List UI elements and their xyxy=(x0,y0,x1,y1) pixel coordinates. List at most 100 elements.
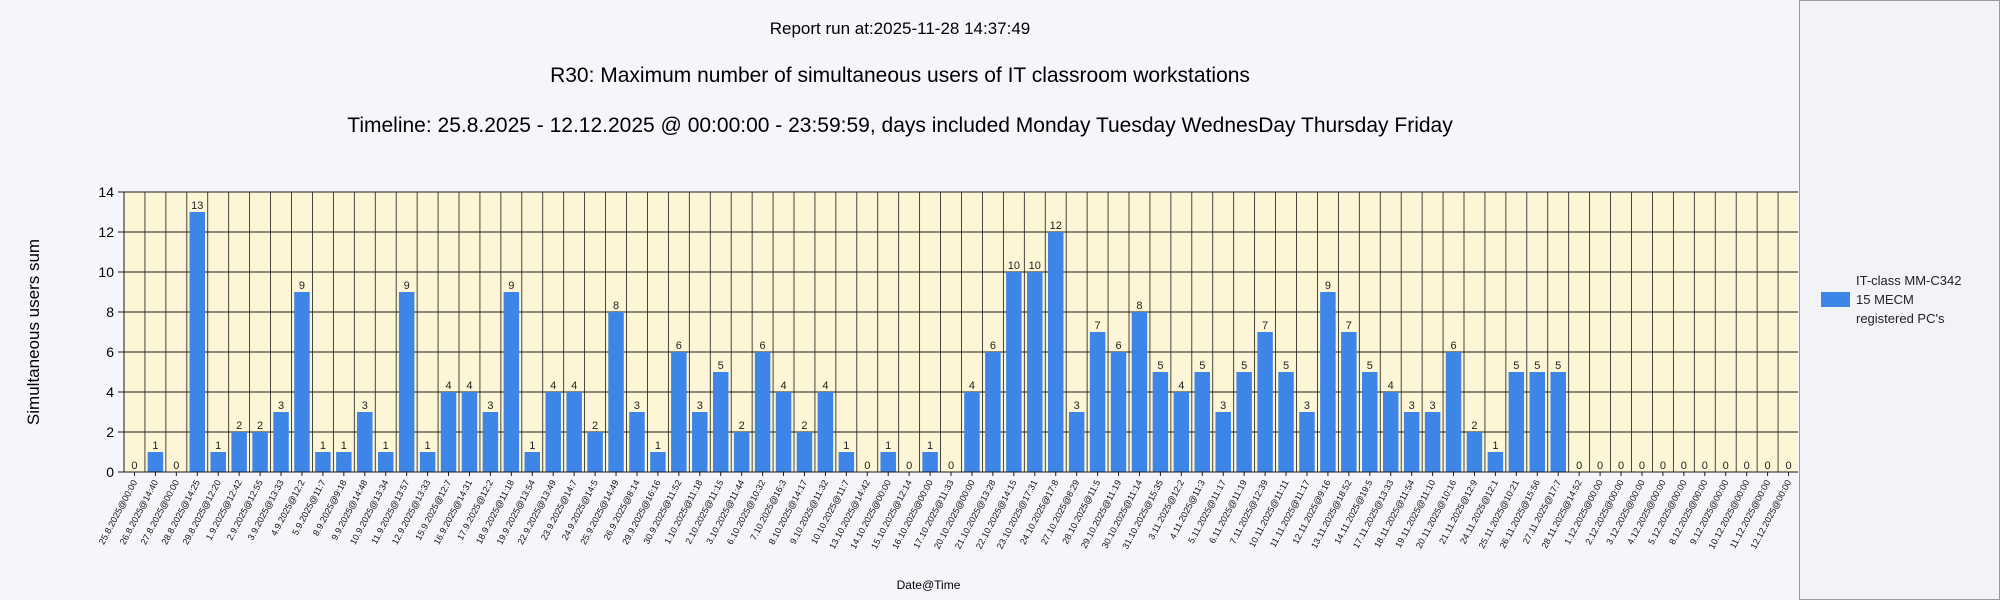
y-tick-label: 6 xyxy=(106,344,114,360)
legend-label: IT-class MM-C342 15 MECM registered PC's xyxy=(1856,271,1996,328)
bar xyxy=(1278,372,1294,472)
bar xyxy=(1382,392,1399,472)
data-label: 3 xyxy=(1409,400,1415,412)
data-label: 5 xyxy=(1534,360,1540,372)
data-label: 1 xyxy=(529,440,535,452)
data-label: 0 xyxy=(906,460,912,472)
data-label: 10 xyxy=(1029,260,1041,272)
y-tick-label: 10 xyxy=(98,264,114,280)
data-label: 9 xyxy=(299,280,305,292)
bar xyxy=(1110,352,1127,472)
data-label: 0 xyxy=(1765,460,1771,472)
data-label: 0 xyxy=(948,460,954,472)
data-label: 5 xyxy=(1283,360,1289,372)
bar xyxy=(1487,452,1504,472)
data-label: 9 xyxy=(508,280,514,292)
data-label: 5 xyxy=(1199,360,1205,372)
bar xyxy=(608,312,624,472)
bar xyxy=(1236,372,1252,472)
data-label: 4 xyxy=(466,380,472,392)
y-tick-label: 12 xyxy=(98,224,114,240)
report-run-timestamp: Report run at:2025-11-28 14:37:49 xyxy=(769,19,1031,38)
data-label: 2 xyxy=(257,420,263,432)
bar xyxy=(1068,412,1085,472)
y-tick-label: 14 xyxy=(98,184,114,200)
bar xyxy=(964,392,980,472)
data-label: 0 xyxy=(1597,460,1603,472)
data-label: 7 xyxy=(1346,320,1352,332)
bar xyxy=(671,352,687,472)
data-label: 0 xyxy=(173,460,179,472)
bar xyxy=(147,452,164,472)
data-label: 5 xyxy=(1157,360,1163,372)
y-axis-label: Simultaneous users sum xyxy=(24,239,43,425)
x-axis-ticks: 25.8.2025@00:0026.8.2025@14:4027.8.2025@… xyxy=(97,472,1793,551)
data-label: 4 xyxy=(550,380,556,392)
data-label: 0 xyxy=(1785,460,1791,472)
bar xyxy=(377,452,394,472)
bar xyxy=(1403,412,1420,472)
bar xyxy=(336,452,352,472)
data-label: 0 xyxy=(1681,460,1687,472)
bar xyxy=(210,452,226,472)
data-label: 3 xyxy=(1304,400,1310,412)
data-label: 0 xyxy=(1660,460,1666,472)
data-label: 0 xyxy=(1576,460,1582,472)
data-label: 6 xyxy=(1450,340,1456,352)
data-label: 3 xyxy=(278,400,284,412)
bar xyxy=(1508,372,1525,472)
bar xyxy=(273,412,289,472)
data-label: 1 xyxy=(341,440,347,452)
data-label: 3 xyxy=(1220,400,1226,412)
bar xyxy=(440,392,457,472)
data-label: 5 xyxy=(1367,360,1373,372)
y-tick-label: 4 xyxy=(106,384,114,400)
data-label: 1 xyxy=(383,440,389,452)
bar xyxy=(419,452,436,472)
bar xyxy=(629,412,645,472)
bar xyxy=(1027,272,1043,472)
data-label: 2 xyxy=(1471,420,1477,432)
bar xyxy=(357,412,373,472)
bar xyxy=(1131,312,1148,472)
data-label: 1 xyxy=(927,440,933,452)
data-label: 4 xyxy=(969,380,975,392)
bar xyxy=(482,412,499,472)
data-label: 4 xyxy=(445,380,451,392)
bar xyxy=(1047,232,1064,472)
data-label: 1 xyxy=(655,440,661,452)
y-tick-label: 2 xyxy=(106,424,114,440)
data-label: 7 xyxy=(1095,320,1101,332)
data-label: 2 xyxy=(801,420,807,432)
bar xyxy=(650,452,666,472)
data-label: 1 xyxy=(320,440,326,452)
data-label: 0 xyxy=(1618,460,1624,472)
data-label: 1 xyxy=(1492,440,1498,452)
data-label: 1 xyxy=(152,440,158,452)
bar xyxy=(712,372,729,472)
data-label: 0 xyxy=(864,460,870,472)
bar xyxy=(1257,332,1273,472)
bar xyxy=(838,452,855,472)
bar xyxy=(922,452,938,472)
data-label: 8 xyxy=(613,300,619,312)
data-label: 4 xyxy=(822,380,828,392)
data-label: 6 xyxy=(1115,340,1121,352)
bar xyxy=(775,392,792,472)
bar xyxy=(398,292,415,472)
bar xyxy=(733,432,750,472)
data-label: 5 xyxy=(1555,360,1561,372)
data-label: 2 xyxy=(739,420,745,432)
bar xyxy=(1424,412,1441,472)
data-label: 4 xyxy=(571,380,577,392)
data-label: 12 xyxy=(1050,220,1062,232)
data-label: 8 xyxy=(1136,300,1142,312)
data-label: 13 xyxy=(191,200,203,212)
bar xyxy=(315,452,331,472)
y-tick-label: 0 xyxy=(106,464,114,480)
data-label: 3 xyxy=(487,400,493,412)
data-label: 3 xyxy=(1074,400,1080,412)
data-label: 1 xyxy=(425,440,431,452)
bar xyxy=(587,432,603,472)
